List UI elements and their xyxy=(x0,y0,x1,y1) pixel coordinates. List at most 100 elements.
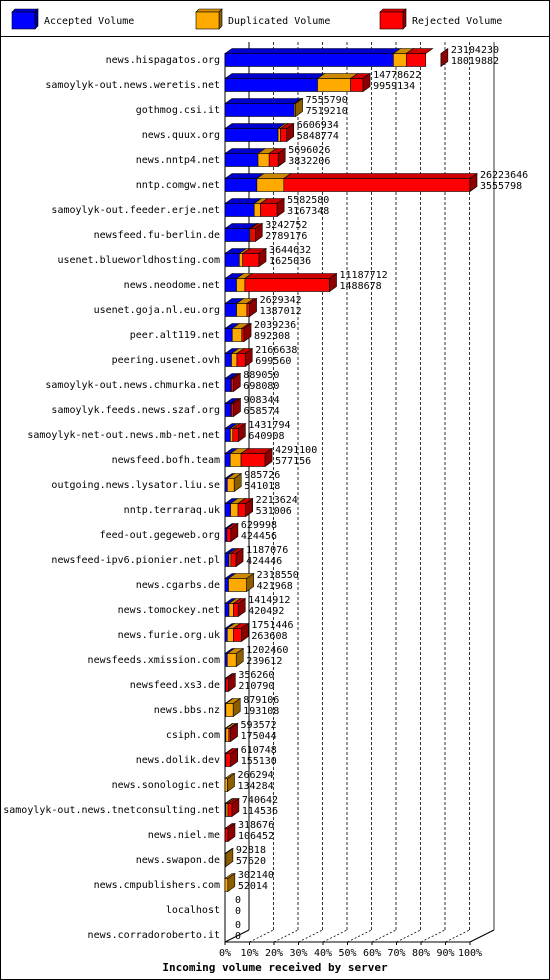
bar-segment xyxy=(233,603,239,617)
bar-segment xyxy=(230,403,234,417)
bar-segment xyxy=(226,628,234,642)
bar-segment xyxy=(224,628,228,642)
bar-segment-side xyxy=(225,847,234,868)
bar-total-label: 302140 xyxy=(238,870,274,881)
bar-segment-side xyxy=(233,397,241,418)
legend-swatch-top xyxy=(11,8,39,13)
legend-swatch xyxy=(379,11,404,30)
category-label: news.hispagatos.org xyxy=(106,55,220,66)
bar-segment-side xyxy=(245,497,253,518)
category-label: news.swapon.de xyxy=(136,855,220,866)
bar-total-label: 92818 xyxy=(236,845,266,856)
bar-segment-side xyxy=(238,422,246,443)
bar-segment-top xyxy=(243,273,338,279)
bar-segment xyxy=(240,453,266,467)
bar-segment-side xyxy=(295,97,303,118)
plot-backplane xyxy=(249,42,494,930)
bar-segment xyxy=(224,178,258,192)
bar-accepted-label: 424446 xyxy=(246,556,282,567)
category-label: feed-out.gegeweb.org xyxy=(100,530,220,541)
x-tick-label: 60% xyxy=(363,948,381,959)
bar-segment xyxy=(224,778,228,792)
bar-accepted-label: 106452 xyxy=(238,831,274,842)
gridline-floor xyxy=(273,929,299,943)
bar-total-label: 2318550 xyxy=(257,570,299,581)
bar-total-label: 6606934 xyxy=(297,120,339,131)
category-label: news.sonologic.net xyxy=(112,780,220,791)
bar-total-label: 11187712 xyxy=(340,270,388,281)
bar-segment xyxy=(239,253,244,267)
bar-segment xyxy=(225,728,230,742)
bar-total-label: 1187076 xyxy=(246,545,288,556)
bar-accepted-label: 7519210 xyxy=(306,106,348,117)
category-label: usenet.goja.nl.eu.org xyxy=(94,305,220,316)
bar-total-label: 26223646 xyxy=(480,170,528,181)
bar-total-label: 2213624 xyxy=(256,495,298,506)
bar-segment-side xyxy=(230,722,238,743)
bar-segment-side xyxy=(286,122,295,143)
bar-segment xyxy=(224,78,318,92)
bar-segment-side xyxy=(241,622,249,643)
bar-accepted-label: 0 xyxy=(235,931,241,942)
legend-swatch-side xyxy=(34,8,39,30)
bar-segment xyxy=(224,378,232,392)
bar-accepted-label: 1625036 xyxy=(269,256,311,267)
bar-segment xyxy=(246,303,250,317)
bar-segment xyxy=(253,203,261,217)
bar-segment xyxy=(224,553,230,567)
category-label: news.cmpublishers.com xyxy=(94,880,220,891)
legend-swatch-side xyxy=(218,8,223,30)
bar-segment xyxy=(224,153,259,167)
x-tick-label: 100% xyxy=(458,948,482,959)
bar-segment xyxy=(280,128,288,142)
category-label: news.quux.org xyxy=(142,130,220,141)
bar-segment xyxy=(224,428,231,442)
bar-segment xyxy=(231,328,243,342)
bar-accepted-label: 0 xyxy=(235,906,241,917)
bar-segment-side xyxy=(227,872,236,893)
bar-segment xyxy=(226,653,237,667)
bar-segment-top xyxy=(224,73,326,79)
bar-segment xyxy=(224,503,231,517)
bar-segment xyxy=(229,453,242,467)
bar-accepted-label: 424456 xyxy=(241,531,277,542)
bar-segment xyxy=(257,153,270,167)
bar-segment xyxy=(406,53,427,67)
bar-accepted-label: 2789176 xyxy=(265,231,307,242)
bar-total-label: 23104230 xyxy=(451,45,499,56)
bar-accepted-label: 3167348 xyxy=(287,206,329,217)
bar-segment xyxy=(230,553,237,567)
bar-segment xyxy=(260,203,278,217)
legend-label: Accepted Volume xyxy=(44,16,134,27)
bar-accepted-label: 18019882 xyxy=(451,56,499,67)
bar-segment xyxy=(231,353,238,367)
bar-segment-side xyxy=(231,797,240,818)
legend-swatch xyxy=(195,11,220,30)
x-axis-ticks: 0% 10% 20% 30% 40% 50% 60% 70% 80% 90% 100% xyxy=(219,942,482,959)
x-axis-title: Incoming volume received by server xyxy=(162,961,388,974)
category-label: news.niel.me xyxy=(148,830,220,841)
bar-total-label: 610748 xyxy=(241,745,277,756)
bar-accepted-label: 239612 xyxy=(246,656,282,667)
bar-segment xyxy=(224,103,295,117)
bar-segment xyxy=(224,53,394,67)
bar-total-label: 318676 xyxy=(238,820,274,831)
bar-segment xyxy=(317,78,351,92)
legend-label: Duplicated Volume xyxy=(228,16,330,27)
category-label: newsfeed-ipv6.pionier.net.pl xyxy=(51,555,220,566)
bar-segment xyxy=(228,578,247,592)
bar-accepted-label: 155130 xyxy=(241,756,277,767)
bar-total-label: 879106 xyxy=(243,695,279,706)
category-label: news.corradoroberto.it xyxy=(88,930,220,941)
bar-segment-side xyxy=(258,247,267,268)
bar-accepted-label: 263608 xyxy=(251,631,287,642)
category-label: gothmog.csi.it xyxy=(136,105,220,116)
category-label: news.tomockey.net xyxy=(118,605,220,616)
bar-segment-side xyxy=(235,547,244,568)
